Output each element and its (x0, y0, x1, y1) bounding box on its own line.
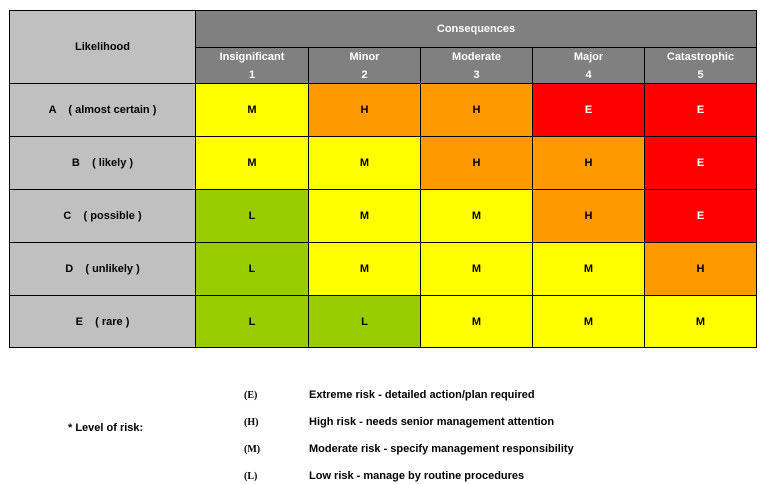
column-header: Major 4 (533, 48, 645, 84)
risk-cell: L (309, 296, 421, 348)
legend-code: (M) (244, 444, 261, 455)
legend-text: High risk - needs senior management atte… (309, 416, 555, 428)
column-name: Major (573, 50, 604, 63)
row-label: B ( likely ) (10, 137, 196, 190)
risk-cell: M (196, 84, 309, 137)
legend-code: (H) (244, 417, 259, 428)
legend-text: Extreme risk - detailed action/plan requ… (309, 389, 535, 401)
risk-cell: H (421, 137, 533, 190)
risk-matrix: Likelihood Consequences Insignificant 1 Mino… (9, 10, 757, 348)
risk-cell: H (421, 84, 533, 137)
column-name: Minor (349, 50, 380, 63)
column-header: Moderate 3 (421, 48, 533, 84)
risk-cell: M (645, 296, 757, 348)
column-name: Catastrophic (666, 50, 735, 63)
risk-cell: M (309, 243, 421, 296)
risk-cell: H (533, 137, 645, 190)
column-header: Insignificant 1 (196, 48, 309, 84)
likelihood-header: Likelihood (10, 11, 196, 84)
legend-code: (L) (244, 471, 258, 482)
column-name: Moderate (452, 50, 501, 63)
consequences-header: Consequences (196, 11, 757, 48)
risk-cell: M (533, 296, 645, 348)
legend-text: Low risk - manage by routine procedures (309, 470, 525, 482)
row-label: A ( almost certain ) (10, 84, 196, 137)
risk-cell: M (421, 243, 533, 296)
column-number: 4 (585, 68, 592, 81)
risk-cell: L (196, 296, 309, 348)
risk-cell: M (421, 190, 533, 243)
column-name: Insignificant (219, 50, 285, 63)
column-number: 2 (361, 68, 368, 81)
risk-cell: L (196, 190, 309, 243)
risk-cell: M (196, 137, 309, 190)
risk-cell: E (645, 190, 757, 243)
column-header: Catastrophic 5 (645, 48, 757, 84)
risk-cell: H (309, 84, 421, 137)
column-header: Minor 2 (309, 48, 421, 84)
risk-cell: H (645, 243, 757, 296)
risk-cell: M (421, 296, 533, 348)
risk-cell: H (533, 190, 645, 243)
legend-title: * Level of risk: (68, 422, 144, 434)
risk-cell: L (196, 243, 309, 296)
risk-cell: M (533, 243, 645, 296)
legend-code: (E) (244, 390, 258, 401)
row-label: C ( possible ) (10, 190, 196, 243)
row-label: D ( unlikely ) (10, 243, 196, 296)
row-label: E ( rare ) (10, 296, 196, 348)
risk-cell: M (309, 190, 421, 243)
legend-text: Moderate risk - specify management respo… (309, 443, 574, 455)
risk-cell: E (645, 137, 757, 190)
risk-cell: E (533, 84, 645, 137)
risk-cell: E (645, 84, 757, 137)
column-number: 1 (248, 68, 256, 81)
column-number: 5 (697, 68, 704, 81)
column-number: 3 (473, 68, 480, 81)
risk-cell: M (309, 137, 421, 190)
